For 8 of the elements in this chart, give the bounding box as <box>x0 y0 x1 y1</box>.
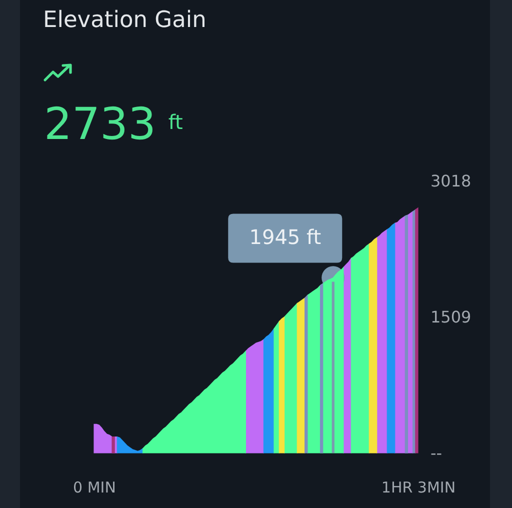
y-tick-label: 3018 <box>430 172 472 190</box>
x-tick-label: 1HR 3MIN <box>381 478 456 496</box>
data-label: 1945 ft <box>249 225 322 250</box>
chart-subtitle: 2733 ft <box>44 99 184 150</box>
y-tick-label: -- <box>430 444 442 462</box>
x-tick-label: 0 MIN <box>73 478 116 496</box>
y-tick-label: 1509 <box>430 308 472 326</box>
chart-title: Elevation Gain <box>43 7 206 33</box>
